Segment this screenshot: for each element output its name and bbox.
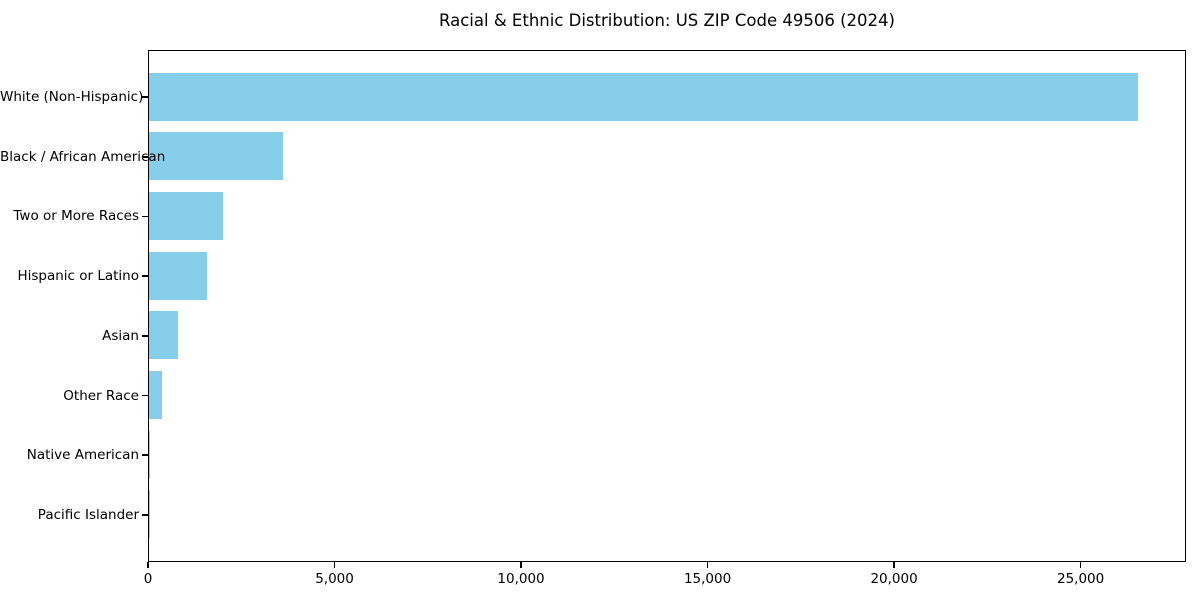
y-axis-tick — [141, 215, 148, 218]
bar-black-african-american — [149, 132, 283, 181]
x-axis-tick — [1079, 562, 1082, 568]
bar-hispanic-or-latino — [149, 251, 207, 300]
x-axis-tick — [520, 562, 522, 568]
y-axis-label-black-african-american: Black / African American — [0, 148, 166, 165]
bar-two-or-more-races — [149, 192, 223, 240]
y-axis-tick — [141, 514, 148, 516]
bar-white-non-hispanic — [149, 72, 1138, 121]
y-axis-label-native-american: Native American — [26, 447, 139, 464]
bar-asian — [149, 311, 179, 360]
y-axis-label-pacific-islander: Pacific Islander — [37, 506, 139, 523]
bar-other-race — [149, 371, 163, 419]
y-axis-label-two-or-more-races: Two or More Races — [13, 208, 139, 225]
x-axis-tick-label: 20,000 — [870, 571, 918, 587]
y-axis-tick — [141, 454, 148, 456]
x-axis-tick — [893, 562, 895, 568]
x-axis-tick — [147, 562, 149, 568]
x-axis-tick — [333, 562, 336, 568]
y-axis-label-white-non-hispanic: White (Non-Hispanic) — [0, 89, 144, 106]
y-axis-label-hispanic-or-latino: Hispanic or Latino — [17, 268, 139, 285]
x-axis-tick — [706, 562, 709, 568]
y-axis-tick — [141, 275, 148, 277]
bar-native-american — [149, 430, 151, 479]
y-axis-tick — [141, 156, 148, 158]
x-axis-tick-label: 5,000 — [315, 571, 354, 587]
y-axis-tick — [141, 96, 148, 98]
x-axis-tick-label: 0 — [143, 571, 153, 587]
chart-title: Racial & Ethnic Distribution: US ZIP Cod… — [439, 11, 895, 30]
x-axis-tick-label: 25,000 — [1056, 571, 1105, 587]
y-axis-label-asian: Asian — [102, 327, 139, 344]
y-axis-tick — [141, 394, 148, 397]
x-axis-tick-label: 15,000 — [683, 571, 732, 587]
x-axis-tick-label: 10,000 — [497, 571, 545, 587]
y-axis-label-other-race: Other Race — [63, 387, 139, 404]
y-axis-tick — [141, 335, 148, 337]
plot-area — [148, 50, 1186, 562]
